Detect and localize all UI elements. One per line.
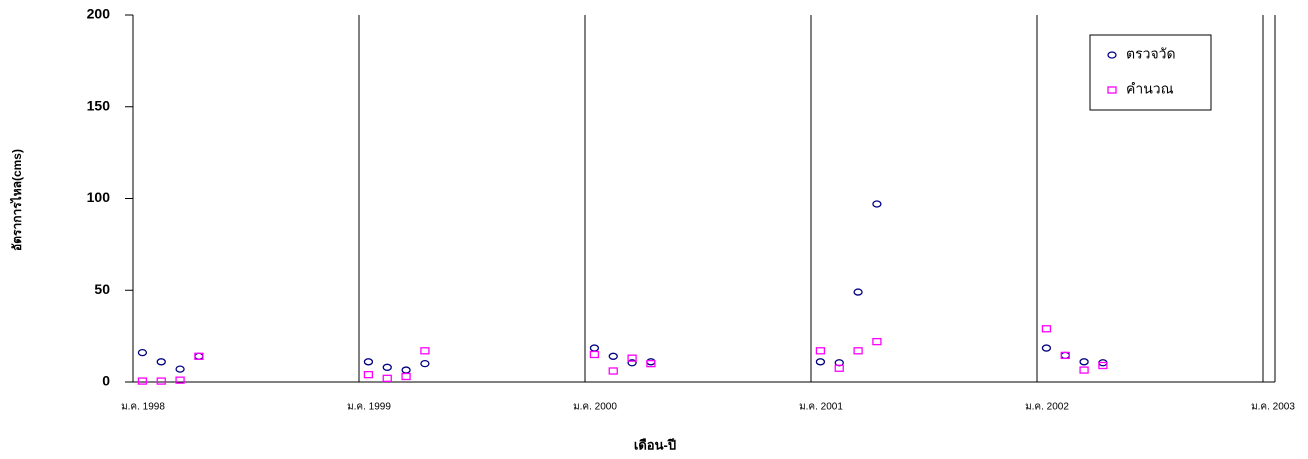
data-point bbox=[1098, 361, 1108, 370]
data-point bbox=[1079, 366, 1089, 374]
y-tick-label: 100 bbox=[87, 189, 111, 205]
y-tick-label: 0 bbox=[102, 373, 110, 389]
y-axis-label: อัตราการไหล(cms) bbox=[9, 149, 24, 251]
legend-marker bbox=[1107, 86, 1117, 94]
data-point bbox=[137, 377, 148, 385]
y-tick-label: 150 bbox=[87, 97, 111, 113]
x-tick-label: ม.ค. 1999 bbox=[347, 402, 391, 413]
x-tick-label: ม.ค. 1998 bbox=[121, 402, 165, 413]
data-point bbox=[401, 372, 411, 381]
data-point bbox=[175, 365, 185, 373]
data-point bbox=[382, 363, 392, 371]
data-point bbox=[589, 350, 600, 359]
data-point bbox=[156, 358, 166, 366]
data-point bbox=[646, 359, 656, 368]
data-point bbox=[156, 377, 166, 385]
data-point bbox=[853, 347, 863, 355]
x-tick-label: ม.ค. 2000 bbox=[573, 402, 617, 413]
legend-label: ตรวจวัด bbox=[1126, 46, 1176, 62]
data-point bbox=[853, 288, 863, 296]
legend-label: คำนวณ bbox=[1126, 81, 1174, 97]
data-point bbox=[420, 359, 430, 368]
data-point bbox=[627, 359, 637, 367]
data-point bbox=[363, 371, 374, 379]
data-point bbox=[1060, 351, 1070, 360]
data-point bbox=[1041, 344, 1052, 352]
data-point bbox=[872, 200, 882, 208]
data-point bbox=[1079, 358, 1089, 366]
data-point bbox=[834, 364, 844, 372]
data-point bbox=[646, 358, 656, 366]
x-tick-label: ม.ค. 2001 bbox=[799, 402, 843, 413]
data-point bbox=[194, 352, 204, 360]
data-point bbox=[137, 348, 148, 357]
y-tick-label: 50 bbox=[94, 281, 110, 297]
data-point bbox=[382, 374, 392, 382]
data-point bbox=[608, 367, 618, 375]
legend-box bbox=[1089, 34, 1212, 111]
data-point bbox=[608, 352, 618, 360]
legend-marker bbox=[1107, 51, 1117, 59]
data-point bbox=[1060, 351, 1070, 360]
data-point bbox=[363, 358, 374, 366]
data-point bbox=[194, 352, 204, 360]
y-tick-label: 200 bbox=[87, 6, 111, 22]
data-point bbox=[175, 376, 185, 384]
data-point bbox=[1041, 325, 1052, 333]
data-point bbox=[401, 366, 411, 374]
x-tick-label: ม.ค. 2002 bbox=[1025, 402, 1069, 413]
x-tick-label: ม.ค. 2003 bbox=[1251, 402, 1295, 413]
data-point bbox=[872, 337, 882, 346]
x-axis-label: เดือน-ปี bbox=[634, 437, 676, 452]
data-point bbox=[815, 347, 826, 355]
data-point bbox=[589, 344, 600, 352]
data-point bbox=[420, 347, 430, 355]
data-point bbox=[815, 358, 826, 366]
data-point bbox=[627, 354, 637, 362]
